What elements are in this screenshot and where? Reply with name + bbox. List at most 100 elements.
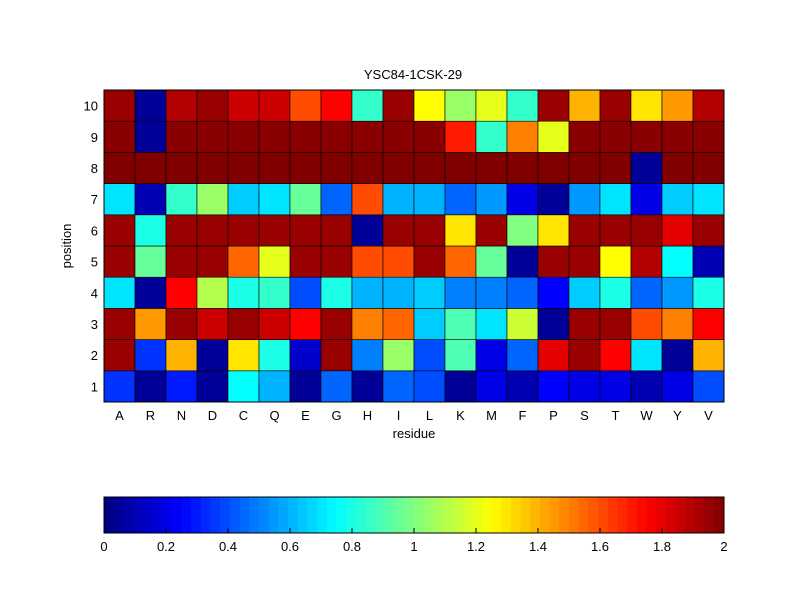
heatmap-cell xyxy=(165,339,198,372)
y-tick-labels: 1 2 3 4 5 6 7 8 9 10 xyxy=(84,99,98,395)
heatmap-cell xyxy=(289,89,322,122)
heatmap-cells xyxy=(103,89,725,403)
colorbar-segment xyxy=(627,497,638,533)
heatmap-cell xyxy=(134,152,167,184)
colorbar-segment xyxy=(472,497,483,533)
heatmap-cell xyxy=(692,276,725,309)
colorbar-segment xyxy=(443,497,454,533)
heatmap-cell xyxy=(568,214,601,247)
heatmap-cell xyxy=(103,339,136,372)
x-tick-label: Y xyxy=(673,408,682,423)
heatmap-cell xyxy=(568,120,601,153)
colorbar-tick-label: 0.8 xyxy=(343,539,361,554)
heatmap-cell xyxy=(227,245,260,278)
heatmap-cell xyxy=(258,89,291,122)
colorbar-segment xyxy=(123,497,134,533)
heatmap-cell xyxy=(165,245,198,278)
heatmap-cell xyxy=(351,152,384,184)
colorbar-segment xyxy=(317,497,328,533)
heatmap-cell xyxy=(506,245,539,278)
colorbar-segment xyxy=(462,497,473,533)
heatmap-cell xyxy=(134,120,167,153)
colorbar-segment xyxy=(259,497,270,533)
heatmap-cell xyxy=(475,339,508,372)
heatmap-cell xyxy=(661,339,694,372)
heatmap-cell xyxy=(506,214,539,247)
heatmap-cell xyxy=(227,370,260,403)
y-tick-label: 5 xyxy=(91,255,98,270)
heatmap-cell xyxy=(196,339,229,372)
heatmap-cell xyxy=(103,214,136,247)
heatmap-cell xyxy=(196,370,229,403)
colorbar-segment xyxy=(365,497,376,533)
colorbar-segment xyxy=(569,497,580,533)
heatmap-cell xyxy=(227,214,260,247)
heatmap-cell xyxy=(227,308,260,340)
heatmap-cell xyxy=(289,370,322,403)
heatmap-cell xyxy=(413,89,446,122)
colorbar-segment xyxy=(229,497,241,533)
heatmap-cell xyxy=(320,214,353,247)
colorbar-segment xyxy=(200,497,212,533)
heatmap-cell xyxy=(692,308,725,340)
heatmap-cell xyxy=(351,89,384,122)
heatmap-cell xyxy=(537,89,570,122)
heatmap-cell xyxy=(289,276,322,309)
colorbar-segment xyxy=(636,497,647,533)
colorbar-segment xyxy=(133,497,144,533)
colorbar-segment xyxy=(307,497,318,533)
heatmap-cell xyxy=(351,339,384,372)
heatmap-cell xyxy=(444,214,477,247)
heatmap-cell xyxy=(537,183,570,216)
heatmap-cell xyxy=(692,120,725,153)
heatmap-cell xyxy=(258,308,291,340)
heatmap-cell xyxy=(196,214,229,247)
heatmap-cell xyxy=(103,183,136,216)
heatmap-cell xyxy=(661,152,694,184)
heatmap-cell xyxy=(134,183,167,216)
colorbar-segment xyxy=(675,497,686,533)
heatmap-cell xyxy=(599,183,632,216)
colorbar-segment xyxy=(501,497,512,533)
colorbar-segment xyxy=(510,497,522,533)
heatmap-cell xyxy=(537,339,570,372)
colorbar-tick-label: 0 xyxy=(100,539,107,554)
heatmap-cell xyxy=(103,308,136,340)
heatmap-cell xyxy=(599,120,632,153)
heatmap-cell xyxy=(258,120,291,153)
x-tick-label: H xyxy=(363,408,372,423)
heatmap-cell xyxy=(568,276,601,309)
heatmap-cell xyxy=(103,245,136,278)
heatmap-cell xyxy=(382,370,415,403)
heatmap-cell xyxy=(630,370,663,403)
colorbar-segment xyxy=(481,497,492,533)
colorbar-segment xyxy=(598,497,609,533)
colorbar-segment xyxy=(617,497,628,533)
colorbar-segment xyxy=(704,497,715,533)
heatmap-cell xyxy=(351,308,384,340)
colorbar-segment xyxy=(685,497,696,533)
colorbar-segment xyxy=(152,497,163,533)
colorbar-tick-label: 0.4 xyxy=(219,539,237,554)
heatmap-cell xyxy=(475,276,508,309)
colorbar-segment xyxy=(491,497,502,533)
heatmap-cell xyxy=(599,276,632,309)
heatmap-cell xyxy=(475,245,508,278)
heatmap-cell xyxy=(289,245,322,278)
heatmap-cell xyxy=(537,370,570,403)
heatmap-cell xyxy=(103,370,136,403)
heatmap-cell xyxy=(444,276,477,309)
heatmap-cell xyxy=(413,120,446,153)
heatmap-cell xyxy=(630,245,663,278)
colorbar-segment xyxy=(559,497,570,533)
heatmap-cell xyxy=(258,214,291,247)
heatmap-cell xyxy=(289,183,322,216)
x-tick-label: K xyxy=(456,408,465,423)
colorbar-tick-label: 1 xyxy=(410,539,417,554)
x-tick-label: R xyxy=(146,408,155,423)
colorbar-segment xyxy=(162,497,173,533)
plot-frame xyxy=(103,89,725,403)
